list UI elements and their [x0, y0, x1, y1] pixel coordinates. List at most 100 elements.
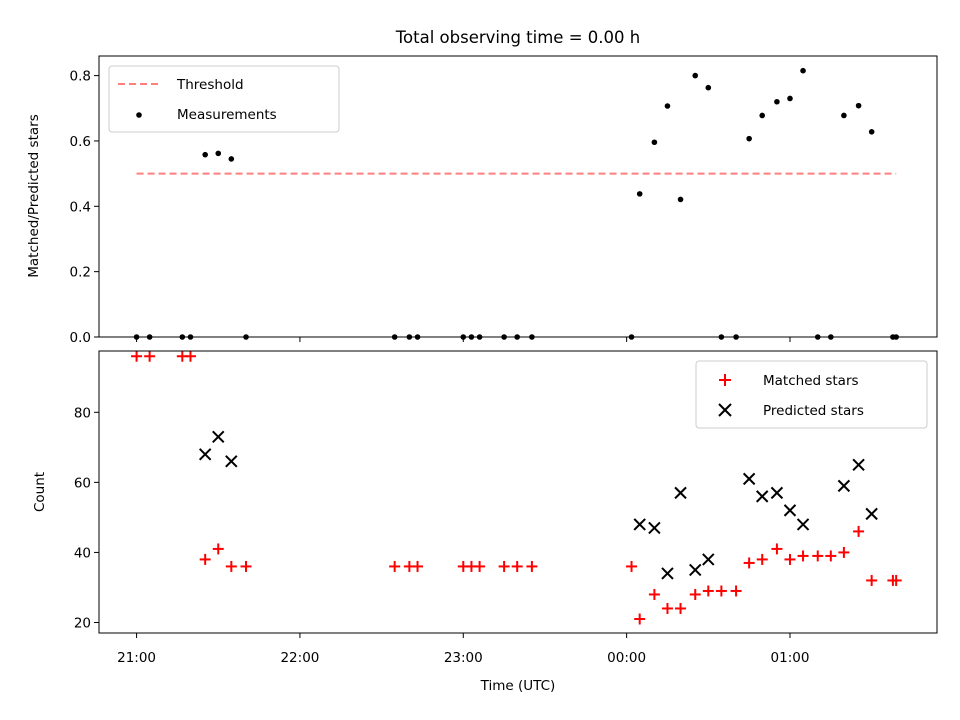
matched-star-point: [634, 613, 646, 625]
matched-star-point: [838, 546, 850, 558]
measurement-point: [692, 72, 699, 79]
matched-star-point: [474, 560, 486, 572]
measurement-point: [705, 84, 712, 91]
matched-star-point: [825, 550, 837, 562]
matched-star-point: [661, 602, 673, 614]
measurement-point: [759, 112, 766, 119]
matched-stars-legend-label: Matched stars: [763, 373, 859, 389]
matched-star-point: [389, 560, 401, 572]
matched-star-point: [675, 602, 687, 614]
matched-star-point: [743, 557, 755, 569]
matched-star-point: [689, 588, 701, 600]
top-y-tick-label: 0.6: [70, 134, 91, 150]
top-y-tick-label: 0.0: [70, 330, 91, 346]
measurements-legend-label: Measurements: [177, 107, 277, 123]
chart-title: Total observing time = 0.00 h: [395, 28, 640, 47]
bottom-axes-frame: [98, 350, 938, 634]
bottom-plot-area: [131, 350, 902, 625]
bottom-x-tick-label: 01:00: [771, 650, 810, 666]
top-y-tick-label: 0.4: [70, 199, 91, 215]
matched-star-point: [866, 574, 878, 586]
matched-star-point: [771, 543, 783, 555]
measurement-point: [787, 95, 793, 102]
predicted-star-point: [702, 553, 715, 566]
top-legend: Threshold Measurements: [108, 65, 340, 133]
top-plot-area: [133, 67, 899, 340]
bottom-y-tick-label: 80: [74, 405, 91, 421]
x-axis-label: Time (UTC): [480, 678, 556, 694]
measurement-point: [841, 112, 847, 119]
bottom-y-axis-label: Count: [32, 472, 48, 512]
predicted-star-point: [225, 455, 238, 468]
predicted-star-point: [783, 504, 797, 517]
matched-star-point: [784, 553, 796, 565]
predicted-star-point: [661, 567, 674, 580]
matched-star-point: [144, 350, 156, 362]
bottom-x-ticks: 21:00 22:00 23:00 00:00 01:00: [117, 633, 809, 666]
predicted-star-point: [865, 507, 878, 521]
predicted-star-point: [689, 563, 702, 577]
bottom-y-tick-label: 20: [74, 615, 91, 631]
measurements-legend-swatch: [136, 112, 142, 118]
bottom-y-tick-label: 60: [74, 475, 91, 491]
measurement-point: [664, 103, 671, 109]
bottom-x-tick-label: 00:00: [607, 650, 646, 666]
measurement-point: [746, 135, 752, 142]
threshold-legend-label: Threshold: [176, 77, 244, 93]
top-y-tick-label: 0.2: [70, 265, 91, 281]
measurement-point: [215, 150, 222, 157]
predicted-star-point: [633, 518, 646, 531]
measurement-point: [228, 156, 235, 162]
matched-star-point: [498, 560, 510, 572]
matched-star-point: [812, 550, 824, 562]
predicted-star-point: [756, 490, 769, 503]
bottom-legend: Matched stars Predicted stars: [695, 360, 928, 429]
matched-star-point: [225, 560, 237, 572]
matched-star-point: [212, 543, 224, 555]
predicted-stars-legend-swatch: [718, 403, 732, 417]
matched-star-point: [240, 560, 252, 572]
matched-star-point: [797, 550, 809, 562]
bottom-panel: 20 40 60 80 21:00 22:00 23:00 00:00 01:00 Count…: [32, 350, 938, 694]
matched-star-point: [702, 585, 714, 597]
bottom-y-ticks: 20 40 60 80: [74, 405, 99, 631]
matched-star-point: [715, 585, 727, 597]
matched-star-point: [853, 525, 865, 537]
matched-star-point: [648, 588, 660, 600]
matched-star-point: [890, 574, 902, 586]
bottom-y-tick-label: 40: [74, 545, 91, 561]
matched-star-point: [756, 553, 768, 565]
top-y-ticks: 0.0 0.2 0.4 0.6 0.8: [70, 69, 99, 346]
matched-stars-legend-swatch: [719, 374, 731, 386]
predicted-star-point: [198, 448, 212, 461]
top-legend-frame: [108, 65, 340, 133]
predicted-star-point: [742, 472, 756, 486]
measurement-point: [855, 102, 862, 109]
matched-star-point: [131, 350, 143, 362]
matched-star-point: [730, 585, 742, 597]
top-axes-frame: [98, 55, 938, 338]
predicted-star-point: [674, 486, 687, 500]
predicted-stars-legend-label: Predicted stars: [763, 403, 864, 419]
predicted-star-point: [837, 479, 851, 493]
predicted-star-point: [648, 521, 661, 535]
measurement-point: [868, 129, 875, 135]
top-y-tick-label: 0.8: [70, 69, 91, 85]
matched-star-point: [184, 350, 196, 362]
measurement-point: [202, 151, 208, 158]
measurement-point: [800, 67, 806, 74]
matched-star-point: [199, 553, 211, 565]
top-y-axis-label: Matched/Predicted stars: [26, 114, 42, 277]
bottom-x-tick-label: 23:00: [444, 650, 483, 666]
predicted-star-point: [770, 486, 784, 500]
bottom-x-tick-label: 21:00: [117, 650, 156, 666]
top-x-ticks: [136, 337, 791, 342]
matched-star-point: [626, 560, 638, 572]
measurement-point: [636, 191, 643, 197]
matched-star-point: [412, 560, 424, 572]
measurement-point: [677, 196, 684, 203]
matched-star-point: [511, 560, 523, 572]
measurement-point: [651, 139, 658, 146]
predicted-star-point: [212, 430, 225, 444]
